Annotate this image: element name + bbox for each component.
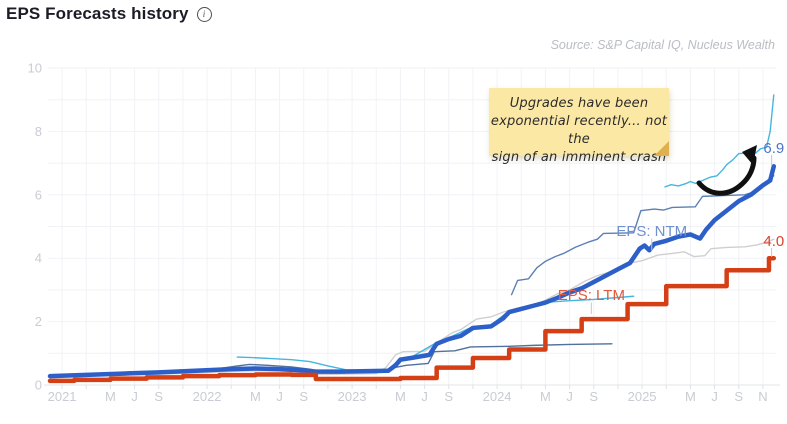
x-axis-label: J bbox=[566, 389, 573, 404]
series-label: EPS: NTM bbox=[616, 223, 687, 240]
series-thin-slate-upper-line bbox=[510, 175, 775, 296]
note-line: Upgrades have been bbox=[509, 96, 649, 111]
page-title: EPS Forecasts history bbox=[6, 4, 189, 23]
x-axis-label: 2022 bbox=[193, 389, 222, 404]
series-thin-cyan-line bbox=[236, 295, 635, 372]
info-icon[interactable]: i bbox=[196, 6, 212, 22]
note-line: exponential recently... not the bbox=[490, 114, 668, 147]
series-thin-gray-line bbox=[49, 238, 775, 378]
x-axis-label: 2023 bbox=[338, 389, 367, 404]
x-axis-label: J bbox=[276, 389, 283, 404]
x-axis-label: S bbox=[444, 389, 453, 404]
y-axis-label: 0 bbox=[35, 378, 42, 393]
x-axis-label: S bbox=[734, 389, 743, 404]
x-axis-label: M bbox=[685, 389, 696, 404]
series-thin-cyan-line bbox=[664, 94, 775, 188]
trend-arrow bbox=[696, 145, 757, 196]
x-axis-label: N bbox=[758, 389, 767, 404]
x-axis-label: J bbox=[131, 389, 138, 404]
end-value-label: 6.9 bbox=[763, 140, 784, 157]
sticky-note-annotation: Upgrades have been exponential recently.… bbox=[489, 88, 669, 165]
x-axis-label: J bbox=[421, 389, 428, 404]
sticky-note-fold bbox=[654, 141, 669, 156]
y-axis-label: 10 bbox=[28, 61, 42, 76]
x-axis-label: J bbox=[711, 389, 718, 404]
chart-header: EPS Forecasts history i bbox=[6, 4, 212, 24]
x-axis-label: S bbox=[154, 389, 163, 404]
y-axis-label: 8 bbox=[35, 124, 42, 139]
y-axis-label: 6 bbox=[35, 187, 42, 202]
series-eps-ltm-line bbox=[47, 255, 777, 384]
x-axis-label: M bbox=[250, 389, 261, 404]
x-axis-label: M bbox=[540, 389, 551, 404]
trend-arrow-shaft bbox=[696, 155, 757, 196]
source-attribution: Source: S&P Capital IQ, Nucleus Wealth bbox=[550, 38, 775, 52]
x-axis-label: M bbox=[395, 389, 406, 404]
x-axis-label: 2025 bbox=[628, 389, 657, 404]
x-axis-label: S bbox=[589, 389, 598, 404]
x-axis-label: M bbox=[105, 389, 116, 404]
y-axis-label: 2 bbox=[35, 314, 42, 329]
end-value-label: 4.0 bbox=[763, 233, 784, 250]
note-line: sign of an imminent crash bbox=[491, 150, 667, 165]
series-label: EPS: LTM bbox=[558, 287, 625, 304]
y-axis-label: 4 bbox=[35, 251, 42, 266]
series-eps-ntm-line bbox=[47, 164, 777, 379]
x-axis-label: 2021 bbox=[48, 389, 77, 404]
x-axis-label: 2024 bbox=[483, 389, 512, 404]
trend-arrow-head bbox=[742, 145, 757, 165]
x-axis-label: S bbox=[299, 389, 308, 404]
